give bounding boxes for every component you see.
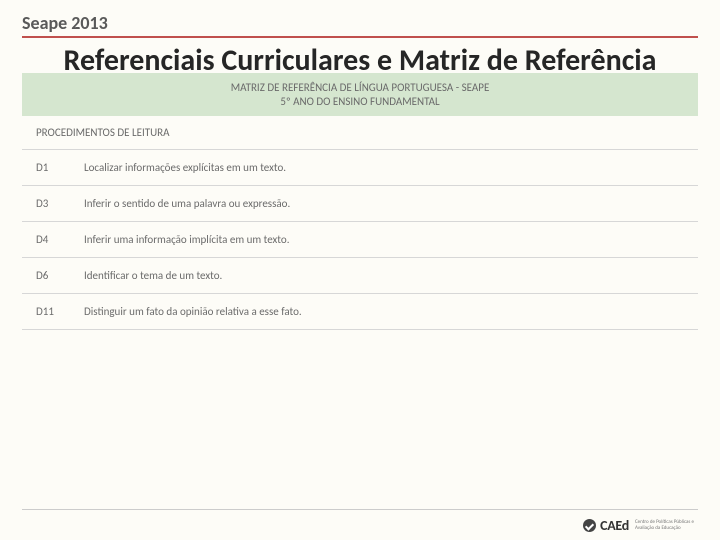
footer-subtext-line2: Avaliação da Educação bbox=[635, 525, 681, 531]
row-desc: Inferir o sentido de uma palavra ou expr… bbox=[84, 197, 684, 210]
table-row: D11 Distinguir um fato da opinião relati… bbox=[22, 294, 698, 330]
footer-logo: CAEd Centro de Políticas Públicas e Aval… bbox=[583, 517, 694, 534]
footer-brand: CAEd bbox=[600, 517, 629, 534]
row-code: D1 bbox=[36, 161, 84, 174]
check-icon bbox=[583, 519, 596, 532]
row-desc: Identificar o tema de um texto. bbox=[84, 269, 684, 282]
row-code: D3 bbox=[36, 197, 84, 210]
slide-container: Seape 2013 Referenciais Curriculares e M… bbox=[0, 0, 720, 540]
table-row: D4 Inferir uma informação implícita em u… bbox=[22, 222, 698, 258]
matrix-header: MATRIZ DE REFERÊNCIA DE LÍNGUA PORTUGUES… bbox=[22, 73, 698, 117]
row-desc: Distinguir um fato da opinião relativa a… bbox=[84, 305, 684, 318]
page-header: Seape 2013 bbox=[22, 12, 698, 38]
footer-divider bbox=[22, 509, 698, 510]
page-title: Referenciais Curriculares e Matriz de Re… bbox=[62, 44, 658, 79]
row-desc: Localizar informações explícitas em um t… bbox=[84, 161, 684, 174]
matrix-header-line1: MATRIZ DE REFERÊNCIA DE LÍNGUA PORTUGUES… bbox=[22, 81, 698, 96]
table-row: D3 Inferir o sentido de uma palavra ou e… bbox=[22, 186, 698, 222]
table-row: D6 Identificar o tema de um texto. bbox=[22, 258, 698, 294]
matrix-section-label: PROCEDIMENTOS DE LEITURA bbox=[22, 116, 698, 150]
footer-subtext: Centro de Políticas Públicas e Avaliação… bbox=[635, 520, 694, 531]
row-desc: Inferir uma informação implícita em um t… bbox=[84, 233, 684, 246]
matrix-header-line2: 5º ANO DO ENSINO FUNDAMENTAL bbox=[22, 95, 698, 110]
table-row: D1 Localizar informações explícitas em u… bbox=[22, 150, 698, 186]
row-code: D11 bbox=[36, 305, 84, 318]
row-code: D6 bbox=[36, 269, 84, 282]
row-code: D4 bbox=[36, 233, 84, 246]
